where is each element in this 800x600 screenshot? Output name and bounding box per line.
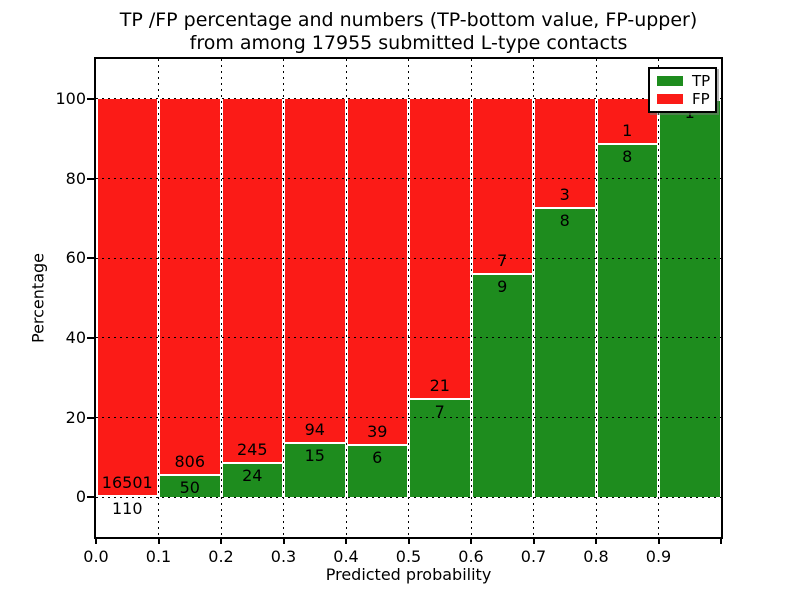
x-tick-label: 0.9 <box>645 547 672 566</box>
bar-fp-segment <box>535 98 595 208</box>
tp-count-label: 9 <box>497 277 508 297</box>
x-tick <box>220 537 222 544</box>
legend-tp-label: TP <box>692 71 711 90</box>
y-tick-label: 60 <box>65 248 86 268</box>
horizontal-gridline <box>96 257 721 259</box>
y-tick <box>87 496 94 499</box>
legend-item-tp: TP <box>657 71 711 90</box>
x-tick <box>345 537 347 544</box>
y-tick-label: 20 <box>65 407 86 427</box>
fp-count-label: 245 <box>236 439 268 459</box>
x-tick <box>157 537 160 544</box>
x-tick <box>470 537 472 544</box>
x-tick <box>407 537 410 544</box>
horizontal-gridline <box>96 337 721 339</box>
x-tick <box>595 537 597 544</box>
bar-tp-segment <box>160 473 220 498</box>
x-tick <box>95 537 97 544</box>
y-tick <box>87 97 94 100</box>
y-tick-label: 0 <box>75 487 86 507</box>
x-tick-label: 0.3 <box>270 547 297 566</box>
fp-count-label: 1 <box>622 121 633 141</box>
bar-fp-segment <box>410 98 470 398</box>
x-tick-label: 0.0 <box>83 547 109 566</box>
horizontal-gridline <box>96 98 721 100</box>
y-tick <box>87 257 94 260</box>
fp-count-label: 94 <box>304 420 325 440</box>
tp-swatch-icon <box>657 76 683 86</box>
bar-fp-segment <box>97 98 157 495</box>
bar-tp-segment <box>222 461 282 498</box>
bar-tp-segment <box>535 207 595 498</box>
tp-count-label: 6 <box>372 448 383 468</box>
bar-fp-segment <box>347 98 407 445</box>
y-tick <box>87 336 94 339</box>
chart-title-line1: TP /FP percentage and numbers (TP-bottom… <box>119 9 698 31</box>
bar-tp-segment <box>97 494 157 498</box>
plot-area: TP FP 16501 110 806 50 245 24 94 15 39 6 21 7 7 9 3 8 1 8… <box>55 57 723 566</box>
vertical-gridline <box>470 59 472 537</box>
vertical-gridline <box>158 59 159 537</box>
bar-fp-segment <box>472 98 532 274</box>
y-tick <box>87 416 94 419</box>
bar-tp-segment <box>285 442 345 498</box>
bar-fp-segment <box>597 98 657 144</box>
tp-count-label: 8 <box>559 211 570 231</box>
x-axis-label: Predicted probability <box>325 565 492 584</box>
tp-count-label: 15 <box>304 446 325 466</box>
x-tick-label: 0.2 <box>208 547 234 566</box>
x-tick-label: 0.7 <box>520 547 547 566</box>
vertical-gridline <box>595 59 597 537</box>
vertical-gridline <box>283 59 284 537</box>
tp-count-label: 8 <box>622 147 633 167</box>
tp-count-label: 7 <box>434 401 445 421</box>
vertical-gridline <box>345 59 347 537</box>
bar-tp-segment <box>410 397 470 498</box>
y-tick-label: 100 <box>55 88 86 108</box>
fp-count-label: 39 <box>367 422 388 442</box>
fp-count-label: 7 <box>497 251 508 271</box>
bar-tp-segment <box>660 98 720 498</box>
legend: TP FP <box>648 67 717 113</box>
bar-tp-segment <box>347 444 407 498</box>
x-tick <box>532 537 535 544</box>
x-tick-label: 0.5 <box>395 547 422 566</box>
vertical-gridline <box>408 59 409 537</box>
chart-title-line2: from among 17955 submitted L-type contac… <box>189 32 628 54</box>
horizontal-gridline <box>96 417 721 418</box>
y-tick-label: 40 <box>65 327 86 347</box>
fp-count-label: 21 <box>429 375 450 395</box>
bar-tp-segment <box>597 143 657 498</box>
y-axis-label: Percentage <box>28 252 48 344</box>
y-tick-label: 80 <box>65 168 86 188</box>
y-tick <box>87 177 94 180</box>
x-tick <box>282 537 285 544</box>
chart-title: TP /FP percentage and numbers (TP-bottom… <box>96 9 721 55</box>
bar-fp-segment <box>160 98 220 474</box>
vertical-gridline <box>220 59 222 537</box>
bar-fp-segment <box>222 98 282 462</box>
legend-item-fp: FP <box>657 89 710 108</box>
x-tick <box>657 537 660 544</box>
x-tick-label: 0.1 <box>145 547 172 566</box>
fp-count-label: 806 <box>174 451 206 471</box>
vertical-gridline <box>658 59 659 537</box>
horizontal-gridline <box>96 178 721 179</box>
vertical-gridline <box>533 59 534 537</box>
tp-count-label: 24 <box>242 465 263 485</box>
x-tick <box>720 537 722 544</box>
horizontal-gridline <box>96 496 721 498</box>
tp-count-label: 50 <box>179 477 200 497</box>
tp-count-label: 110 <box>111 498 143 518</box>
x-tick-label: 0.6 <box>458 547 484 566</box>
bar-fp-segment <box>285 98 345 443</box>
x-tick-label: 0.8 <box>583 547 609 566</box>
x-tick-label: 0.4 <box>333 547 359 566</box>
fp-count-label: 3 <box>559 185 570 205</box>
fp-count-label: 16501 <box>101 472 153 492</box>
fp-swatch-icon <box>657 94 683 104</box>
legend-fp-label: FP <box>692 89 710 108</box>
bar-tp-segment <box>472 273 532 498</box>
